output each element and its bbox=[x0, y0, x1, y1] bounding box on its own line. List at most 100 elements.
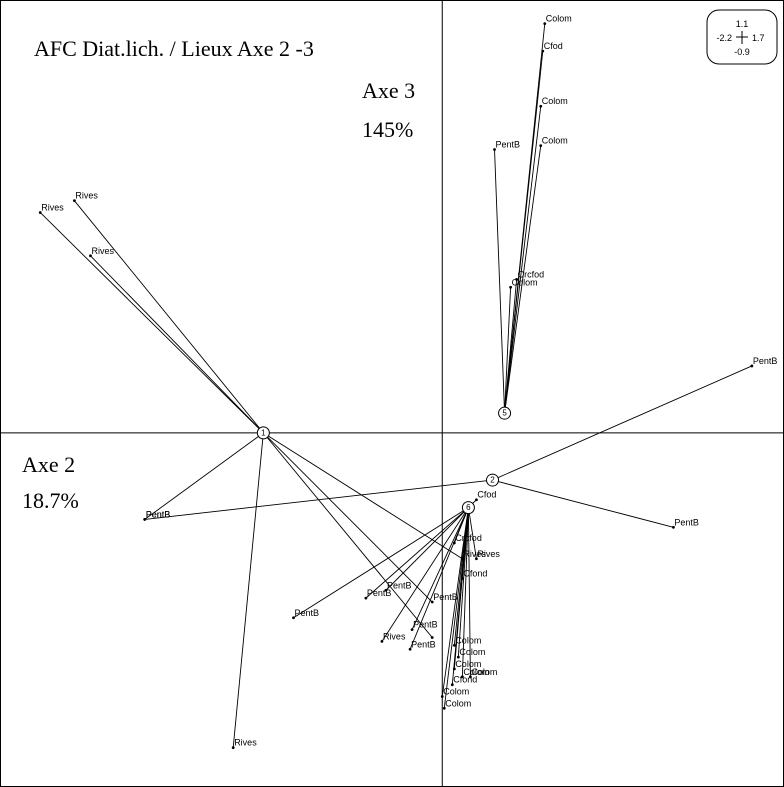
spoke-line bbox=[467, 507, 471, 677]
point-label: PentB bbox=[433, 592, 458, 602]
point-label: PentB bbox=[413, 620, 438, 630]
spoke-line bbox=[232, 432, 264, 748]
data-point bbox=[541, 49, 545, 53]
spoke-line bbox=[467, 507, 477, 559]
data-point bbox=[539, 104, 543, 108]
data-point bbox=[475, 557, 478, 561]
point-label: PentB bbox=[753, 356, 778, 366]
point-label: Rives bbox=[383, 631, 406, 641]
point-label: PentB bbox=[387, 580, 412, 590]
spoke-line bbox=[411, 507, 469, 630]
data-point bbox=[460, 675, 464, 679]
spoke-line bbox=[293, 507, 469, 619]
data-point bbox=[460, 577, 464, 580]
spoke-line bbox=[443, 507, 469, 709]
data-point bbox=[231, 746, 235, 750]
spoke-line bbox=[492, 365, 753, 481]
y-axis-percent: 145% bbox=[362, 117, 413, 142]
data-point bbox=[750, 364, 754, 368]
group-center-marker bbox=[486, 473, 500, 487]
point-label: Colom bbox=[471, 667, 497, 677]
point-label: Colom bbox=[459, 647, 485, 657]
point-label: Colom bbox=[463, 667, 489, 677]
spoke-line bbox=[457, 507, 469, 658]
point-label: Colom bbox=[455, 659, 481, 669]
data-point bbox=[440, 695, 444, 698]
point-label: Cfod bbox=[477, 490, 496, 500]
spoke-line bbox=[144, 479, 493, 520]
spoke-line bbox=[74, 200, 264, 434]
spoke-line bbox=[504, 145, 542, 414]
point-label: Colom bbox=[542, 136, 568, 146]
centers-layer: 1 2 5 6 bbox=[256, 406, 512, 515]
point-label: Crcfod bbox=[455, 533, 482, 543]
data-point bbox=[672, 525, 675, 529]
point-label: Colom bbox=[546, 14, 572, 24]
spokes-layer bbox=[39, 23, 753, 748]
data-point bbox=[143, 518, 147, 521]
spoke-line bbox=[365, 507, 469, 599]
scale-legend-top: 1.1 bbox=[736, 19, 749, 29]
data-point bbox=[539, 144, 543, 147]
spoke-line bbox=[441, 507, 469, 697]
spoke-line bbox=[39, 212, 264, 434]
data-point bbox=[493, 148, 496, 151]
data-point bbox=[430, 636, 434, 639]
data-point bbox=[450, 683, 454, 687]
data-point bbox=[452, 643, 456, 647]
data-point bbox=[364, 596, 368, 600]
point-label: PentB bbox=[674, 517, 699, 527]
spoke-line bbox=[385, 507, 469, 591]
data-point bbox=[430, 600, 434, 604]
scale-legend: 1.1 -2.2 1.7 -0.9 bbox=[706, 9, 778, 65]
spoke-line bbox=[263, 432, 463, 560]
point-label: Colom bbox=[455, 635, 481, 645]
group-center-label: 1 bbox=[261, 428, 266, 437]
spoke-line bbox=[144, 432, 264, 520]
point-label: Cfond bbox=[453, 675, 477, 685]
point-label: Rives bbox=[91, 246, 114, 256]
spoke-line bbox=[262, 432, 433, 638]
data-point bbox=[89, 254, 92, 258]
spoke-line bbox=[451, 507, 469, 685]
point-label: PentB bbox=[411, 639, 436, 649]
point-label: Cfod bbox=[544, 41, 563, 51]
group-center-label: 6 bbox=[466, 503, 471, 512]
spoke-line bbox=[494, 149, 506, 414]
spoke-line bbox=[381, 507, 469, 642]
data-point bbox=[456, 655, 460, 659]
spoke-line bbox=[504, 279, 518, 414]
data-point bbox=[509, 285, 513, 289]
point-label: Colom bbox=[512, 277, 538, 287]
point-label: Cfond bbox=[463, 568, 487, 578]
data-point bbox=[469, 675, 472, 679]
scale-legend-right: 1.7 bbox=[752, 33, 765, 43]
group-center-label: 5 bbox=[502, 409, 507, 418]
spoke-line bbox=[461, 507, 469, 677]
data-point bbox=[452, 667, 456, 671]
data-point bbox=[72, 199, 76, 203]
point-label: Colom bbox=[445, 698, 471, 708]
point-label: Rives bbox=[463, 549, 486, 559]
point-label: Rives bbox=[75, 191, 98, 201]
spoke-line bbox=[504, 51, 544, 414]
point-label: Colom bbox=[542, 96, 568, 106]
labels-layer: RivesRivesRivesPentBRivesRivesPentBPentB… bbox=[41, 14, 777, 748]
chart-title: AFC Diat.lich. / Lieux Axe 2 -3 bbox=[34, 36, 314, 61]
group-center-marker bbox=[461, 501, 475, 515]
data-point bbox=[452, 541, 456, 545]
x-axis-name: Axe 2 bbox=[22, 452, 75, 477]
spoke-line bbox=[504, 106, 542, 414]
point-label: Rives bbox=[234, 738, 257, 748]
data-point bbox=[475, 498, 478, 502]
point-label: PentB bbox=[146, 509, 171, 519]
data-point bbox=[543, 22, 547, 26]
data-point bbox=[408, 647, 412, 651]
point-label: Rives bbox=[477, 549, 500, 559]
spoke-line bbox=[263, 432, 433, 603]
x-axis-percent: 18.7% bbox=[22, 488, 79, 513]
points-layer bbox=[38, 22, 754, 750]
point-label: PentB bbox=[496, 140, 521, 150]
scale-legend-bottom: -0.9 bbox=[734, 47, 750, 57]
